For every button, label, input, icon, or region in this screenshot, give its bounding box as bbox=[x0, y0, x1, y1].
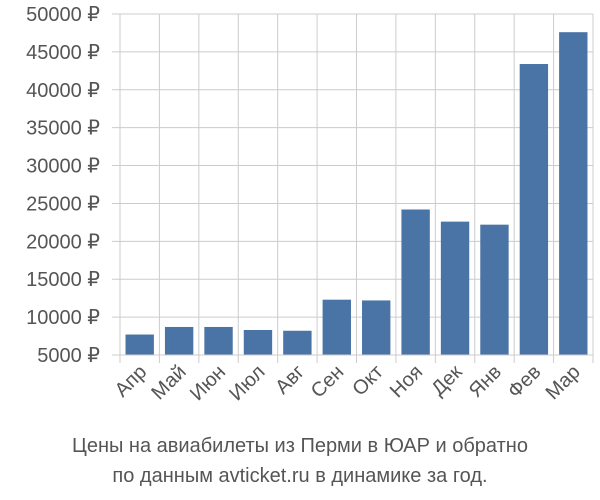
y-tick-label: 35000 ₽ bbox=[26, 118, 100, 140]
bar-6 bbox=[322, 299, 351, 355]
x-tick-label: Мар bbox=[542, 361, 585, 404]
x-tick-label: Фев bbox=[504, 361, 546, 403]
x-tick-label: Авг bbox=[271, 361, 309, 399]
x-tick-label: Апр bbox=[111, 361, 152, 402]
bar-chart: 5000 ₽ 10000 ₽ 15000 ₽ 20000 ₽ 25000 ₽ 30000 … bbox=[26, 4, 594, 405]
bar-4 bbox=[243, 329, 273, 355]
y-tick-label: 50000 ₽ bbox=[26, 4, 100, 26]
y-tick-label: 40000 ₽ bbox=[26, 80, 100, 102]
y-tick-label: 5000 ₽ bbox=[37, 345, 100, 367]
bar-11 bbox=[519, 64, 549, 355]
y-tick-label: 25000 ₽ bbox=[26, 193, 100, 215]
bar-1 bbox=[125, 334, 154, 355]
bar-9 bbox=[440, 221, 470, 355]
bar-3 bbox=[204, 326, 233, 355]
x-tick-label: Май bbox=[147, 361, 190, 404]
bar-10 bbox=[480, 224, 509, 355]
y-axis-tick-labels: 5000 ₽ 10000 ₽ 15000 ₽ 20000 ₽ 25000 ₽ 30000 … bbox=[26, 4, 100, 367]
bar-2 bbox=[164, 326, 194, 355]
y-tick-label: 45000 ₽ bbox=[26, 42, 100, 64]
x-tick-label: Дек bbox=[427, 361, 466, 400]
x-tick-label: Окт bbox=[348, 361, 387, 400]
axes bbox=[119, 14, 593, 356]
bar-7 bbox=[362, 300, 391, 355]
caption-line-1: Цены на авиабилеты из Перми в ЮАР и обра… bbox=[72, 435, 528, 457]
bar-12 bbox=[559, 32, 588, 355]
y-tick-label: 20000 ₽ bbox=[26, 231, 100, 253]
bars bbox=[125, 32, 588, 355]
x-tick-label: Сен bbox=[307, 361, 348, 402]
x-tick-label: Июл bbox=[225, 361, 269, 405]
x-tick-label: Янв bbox=[465, 361, 506, 402]
x-tick-label: Ноя bbox=[386, 361, 427, 402]
bar-5 bbox=[283, 330, 312, 355]
x-tick-label: Июн bbox=[186, 361, 230, 405]
caption-line-2: по данным avticket.ru в динамике за год. bbox=[112, 465, 488, 487]
bar-8 bbox=[401, 209, 430, 355]
y-tick-label: 15000 ₽ bbox=[26, 269, 100, 291]
y-tick-label: 10000 ₽ bbox=[26, 307, 100, 329]
y-tick-label: 30000 ₽ bbox=[26, 156, 100, 178]
